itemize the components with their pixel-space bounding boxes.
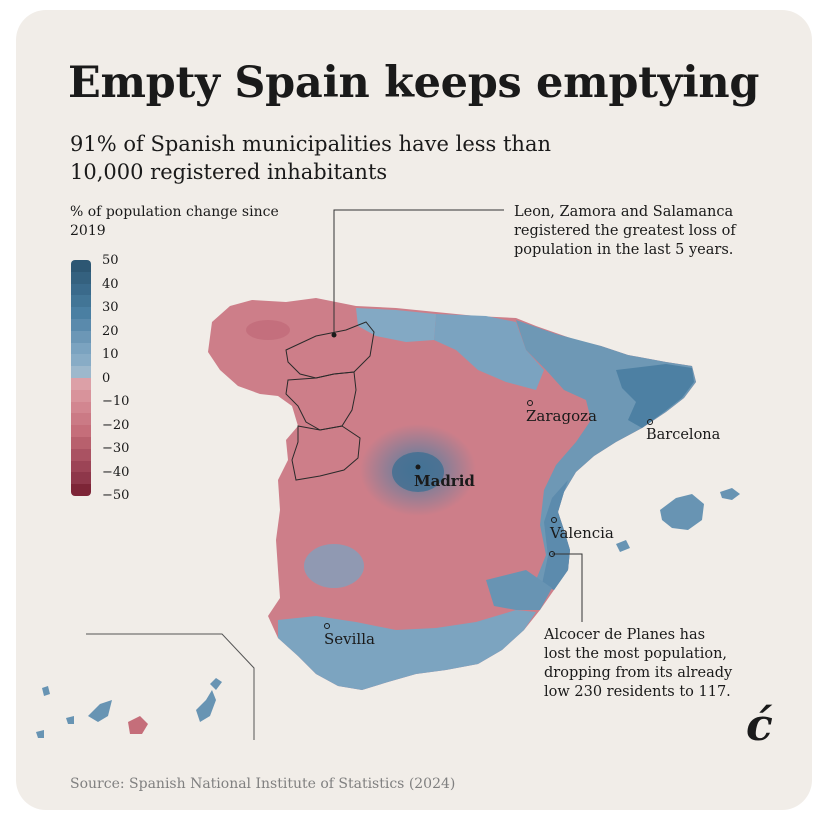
legend-swatch [71, 436, 91, 449]
legend-color-scale [71, 260, 91, 496]
canary-island [88, 700, 112, 722]
infographic-card: Empty Spain keeps emptying 91% of Spanis… [16, 10, 812, 810]
legend-tick-label: −30 [102, 441, 130, 456]
galicia-decline-patch [246, 320, 290, 340]
valencia-coast [542, 480, 570, 590]
northeast-growth-region [434, 314, 544, 390]
zaragoza-label: Zaragoza [526, 407, 597, 425]
zamora-outline [285, 371, 357, 431]
legend-swatch [71, 425, 91, 437]
canary-island [36, 730, 44, 738]
salamanca-outline [291, 425, 361, 481]
leon-outline [285, 321, 375, 379]
legend-swatch [71, 413, 91, 426]
canary-island [210, 678, 222, 690]
legend-swatch [71, 484, 91, 496]
barcelona-label: Barcelona [646, 427, 721, 443]
legend-swatch [71, 377, 91, 390]
legend-tick-label: 10 [102, 347, 119, 362]
legend-tick-label: 20 [102, 324, 119, 339]
subtitle: 91% of Spanish municipalities have less … [70, 132, 551, 184]
legend-tick-label: 0 [102, 371, 111, 386]
legend-tick-label: 30 [102, 300, 119, 315]
canary-island [196, 690, 216, 722]
legend-swatch [71, 389, 91, 402]
legend-swatch [71, 260, 91, 272]
legend-swatch [71, 271, 91, 284]
spain-map [36, 209, 740, 740]
leon-annotation: Leon, Zamora and Salamanca registered th… [514, 204, 736, 258]
alcocer-marker [549, 551, 555, 557]
legend-swatch [71, 283, 91, 296]
southeast-growth-region [486, 570, 552, 610]
extremadura-growth-patch [304, 544, 364, 588]
madrid-core-area [392, 452, 444, 492]
legend-swatch [71, 448, 91, 461]
sevilla-label: Sevilla [324, 630, 375, 648]
legend-swatch [71, 354, 91, 367]
publisher-logo: ć [746, 700, 773, 751]
mallorca-shape [660, 494, 704, 530]
legend-swatch [71, 472, 91, 485]
menorca-shape [720, 488, 740, 500]
legend-swatch [71, 330, 91, 343]
legend-title: % of population change since 2019 [70, 204, 279, 239]
leon-leader-line [333, 209, 504, 334]
south-growth-region [278, 610, 536, 690]
legend-swatch [71, 366, 91, 378]
canary-island [42, 686, 50, 696]
page-title: Empty Spain keeps emptying [68, 58, 760, 108]
legend-tick-label: −50 [102, 488, 130, 503]
canary-inset-frame [86, 633, 255, 740]
canary-island [66, 716, 74, 724]
legend-swatch [71, 295, 91, 308]
zaragoza-marker [527, 400, 533, 406]
north-coast-region [356, 308, 436, 342]
alcocer-annotation: Alcocer de Planes has lost the most popu… [544, 627, 733, 700]
alcocer-leader-line [552, 553, 583, 622]
legend-tick-label: 40 [102, 277, 119, 292]
source-note: Source: Spanish National Institute of St… [70, 776, 456, 792]
legend-tick-label: −10 [102, 394, 130, 409]
catalonia-coast [616, 364, 694, 428]
legend-tick-label: 50 [102, 253, 119, 268]
madrid-marker [415, 464, 421, 470]
legend-swatch [71, 307, 91, 319]
ibiza-shape [616, 540, 630, 552]
canary-island [128, 716, 148, 734]
sevilla-marker [324, 623, 330, 629]
leon-marker [331, 332, 337, 338]
barcelona-marker [647, 419, 653, 425]
valencia-label: Valencia [550, 524, 614, 542]
madrid-label: Madrid [414, 472, 475, 490]
valencia-marker [551, 517, 557, 523]
legend-swatch [71, 318, 91, 331]
legend-swatch [71, 460, 91, 473]
legend-tick-label: −40 [102, 465, 130, 480]
legend-swatch [71, 342, 91, 355]
legend-tick-label: −20 [102, 418, 130, 433]
legend-swatch [71, 401, 91, 414]
